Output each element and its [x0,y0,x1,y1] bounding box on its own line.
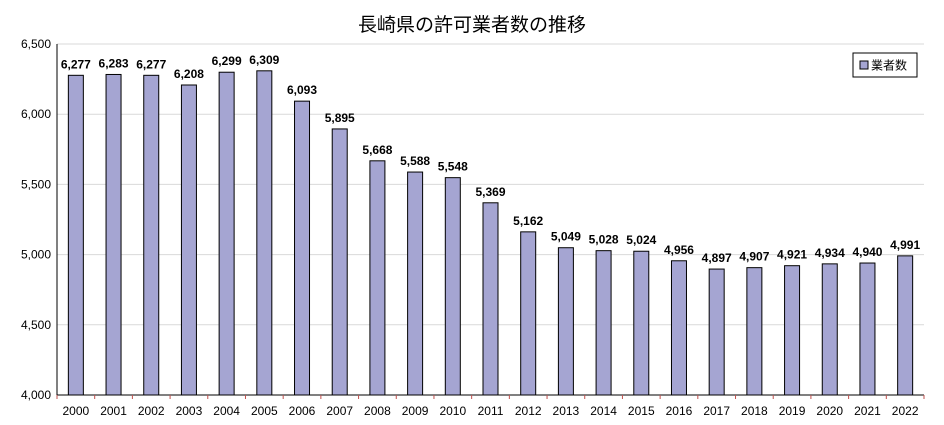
data-label: 6,299 [212,54,242,68]
data-label: 6,277 [136,57,166,71]
data-label: 5,049 [551,230,581,244]
data-label: 5,548 [438,160,468,174]
bar-2014 [595,250,612,396]
data-label: 5,895 [325,111,355,125]
bar-2016 [670,260,687,396]
x-tick-label: 2019 [779,404,806,418]
x-tick-label: 2008 [364,404,391,418]
x-tick-label: 2005 [251,404,278,418]
x-tick-label: 2012 [515,404,542,418]
bar-2005 [256,70,273,396]
bar-2008 [369,160,386,396]
data-label: 5,588 [400,154,430,168]
y-tick-label: 5,500 [21,177,51,191]
bar-2013 [557,247,574,396]
bar-2015 [633,250,650,396]
x-tick-label: 2020 [816,404,843,418]
data-label: 5,668 [362,143,392,157]
x-tick-label: 2022 [892,404,919,418]
x-tick-label: 2003 [176,404,203,418]
bar-2006 [294,100,311,396]
data-label: 4,956 [664,243,694,257]
bar-2021 [859,262,876,396]
bar-2019 [784,265,801,396]
x-tick-label: 2021 [854,404,881,418]
data-label: 5,369 [475,185,505,199]
x-tick-label: 2013 [553,404,580,418]
data-label: 4,940 [852,245,882,259]
data-label: 6,283 [99,56,129,70]
x-tick-label: 2014 [590,404,617,418]
data-label: 5,028 [589,233,619,247]
legend-label: 業者数 [871,58,907,73]
x-tick-label: 2001 [100,404,127,418]
x-tick-label: 2000 [62,404,89,418]
data-labels: 6,277 6,283 6,277 6,208 6,299 6,309 6,093 5,895… [61,53,921,265]
bar-2018 [746,267,763,396]
bar-2003 [180,84,197,396]
data-label: 6,309 [249,53,279,67]
y-tick-label: 4,000 [21,388,51,402]
data-label: 4,934 [815,246,845,260]
x-tick-label: 2006 [289,404,316,418]
y-tick-label: 4,500 [21,318,51,332]
bar-2010 [444,177,461,396]
bars [67,70,914,396]
x-tick-label: 2009 [402,404,429,418]
x-tick-label: 2010 [439,404,466,418]
bar-2011 [482,202,499,396]
x-tick-label: 2016 [666,404,693,418]
data-label: 4,907 [739,250,769,264]
x-tick-label: 2015 [628,404,655,418]
x-tick-label: 2007 [326,404,353,418]
data-label: 6,208 [174,67,204,81]
x-tick-label: 2017 [703,404,730,418]
data-label: 5,162 [513,214,543,228]
bar-2020 [821,263,838,396]
data-label: 4,991 [890,238,920,252]
data-label: 4,921 [777,248,807,262]
legend: 業者数 [852,52,918,78]
bar-2012 [520,231,537,396]
bar-2022 [897,255,914,396]
legend-swatch [859,60,869,70]
data-label: 6,093 [287,83,317,97]
x-tick-label: 2004 [213,404,240,418]
y-tick-label: 6,500 [21,37,51,51]
data-label: 6,277 [61,57,91,71]
x-tick-label: 2002 [138,404,165,418]
bar-2004 [218,71,235,396]
bar-2001 [105,73,122,396]
data-label: 5,024 [626,233,656,247]
data-label: 4,897 [702,251,732,265]
bar-2009 [407,171,424,396]
x-tick-label: 2018 [741,404,768,418]
gridlines [57,43,924,326]
y-tick-label: 6,000 [21,107,51,121]
x-tick-label: 2011 [478,404,504,418]
chart-title: 長崎県の許可業者数の推移 [358,14,586,36]
bar-2002 [143,74,160,396]
bar-2000 [67,74,84,396]
bar-2007 [331,128,348,396]
bar-2017 [708,268,725,396]
y-tick-label: 5,000 [21,248,51,262]
